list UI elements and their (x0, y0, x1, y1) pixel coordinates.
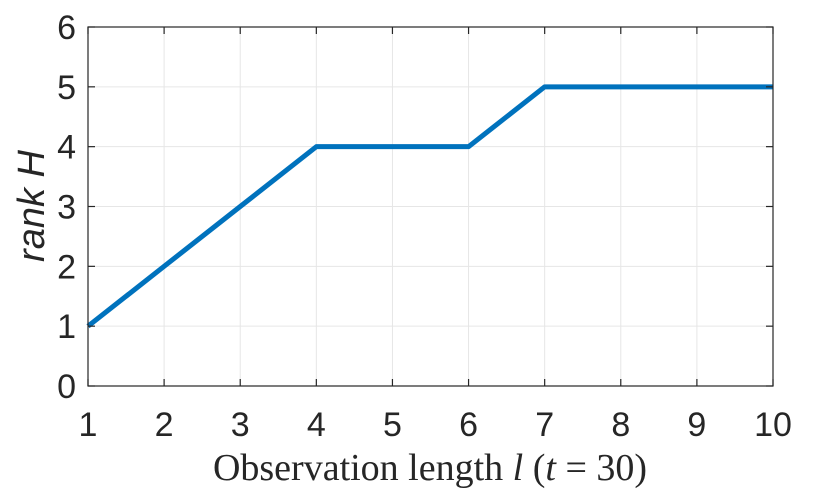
y-tick-label: 2 (57, 248, 76, 286)
x-tick-label: 5 (383, 406, 402, 444)
x-axis-label: Observation length l (t = 30) (213, 447, 647, 489)
x-axis-label-prefix: Observation length (213, 447, 513, 489)
x-tick-label: 6 (459, 406, 478, 444)
y-tick-label: 0 (57, 368, 76, 406)
x-tick-label: 3 (231, 406, 250, 444)
y-tick-label: 6 (57, 9, 76, 47)
series-line (86, 84, 773, 329)
tick-marks (87, 26, 774, 387)
y-axis-label: rank H (11, 149, 53, 261)
x-tick-label: 2 (155, 406, 174, 444)
x-tick-label: 7 (535, 406, 554, 444)
y-tick-label: 5 (57, 69, 76, 107)
x-tick-labels: 1 2 3 4 5 6 7 8 9 10 (79, 406, 792, 444)
x-tick-label: 8 (611, 406, 630, 444)
x-tick-label: 4 (307, 406, 326, 444)
x-axis-label-var: l (513, 447, 524, 489)
y-tick-label: 4 (57, 129, 76, 167)
x-tick-label: 1 (79, 406, 98, 444)
x-axis-label-eq: = 30) (556, 447, 647, 489)
series-group (86, 84, 773, 329)
y-tick-label: 3 (57, 189, 76, 227)
y-tick-label: 1 (57, 308, 76, 346)
x-tick-label: 9 (687, 406, 706, 444)
y-tick-labels: 0 1 2 3 4 5 6 (57, 9, 76, 406)
x-axis-label-t: t (545, 447, 557, 489)
x-tick-label: 10 (754, 406, 792, 444)
x-axis-label-paren: ( (523, 447, 545, 489)
